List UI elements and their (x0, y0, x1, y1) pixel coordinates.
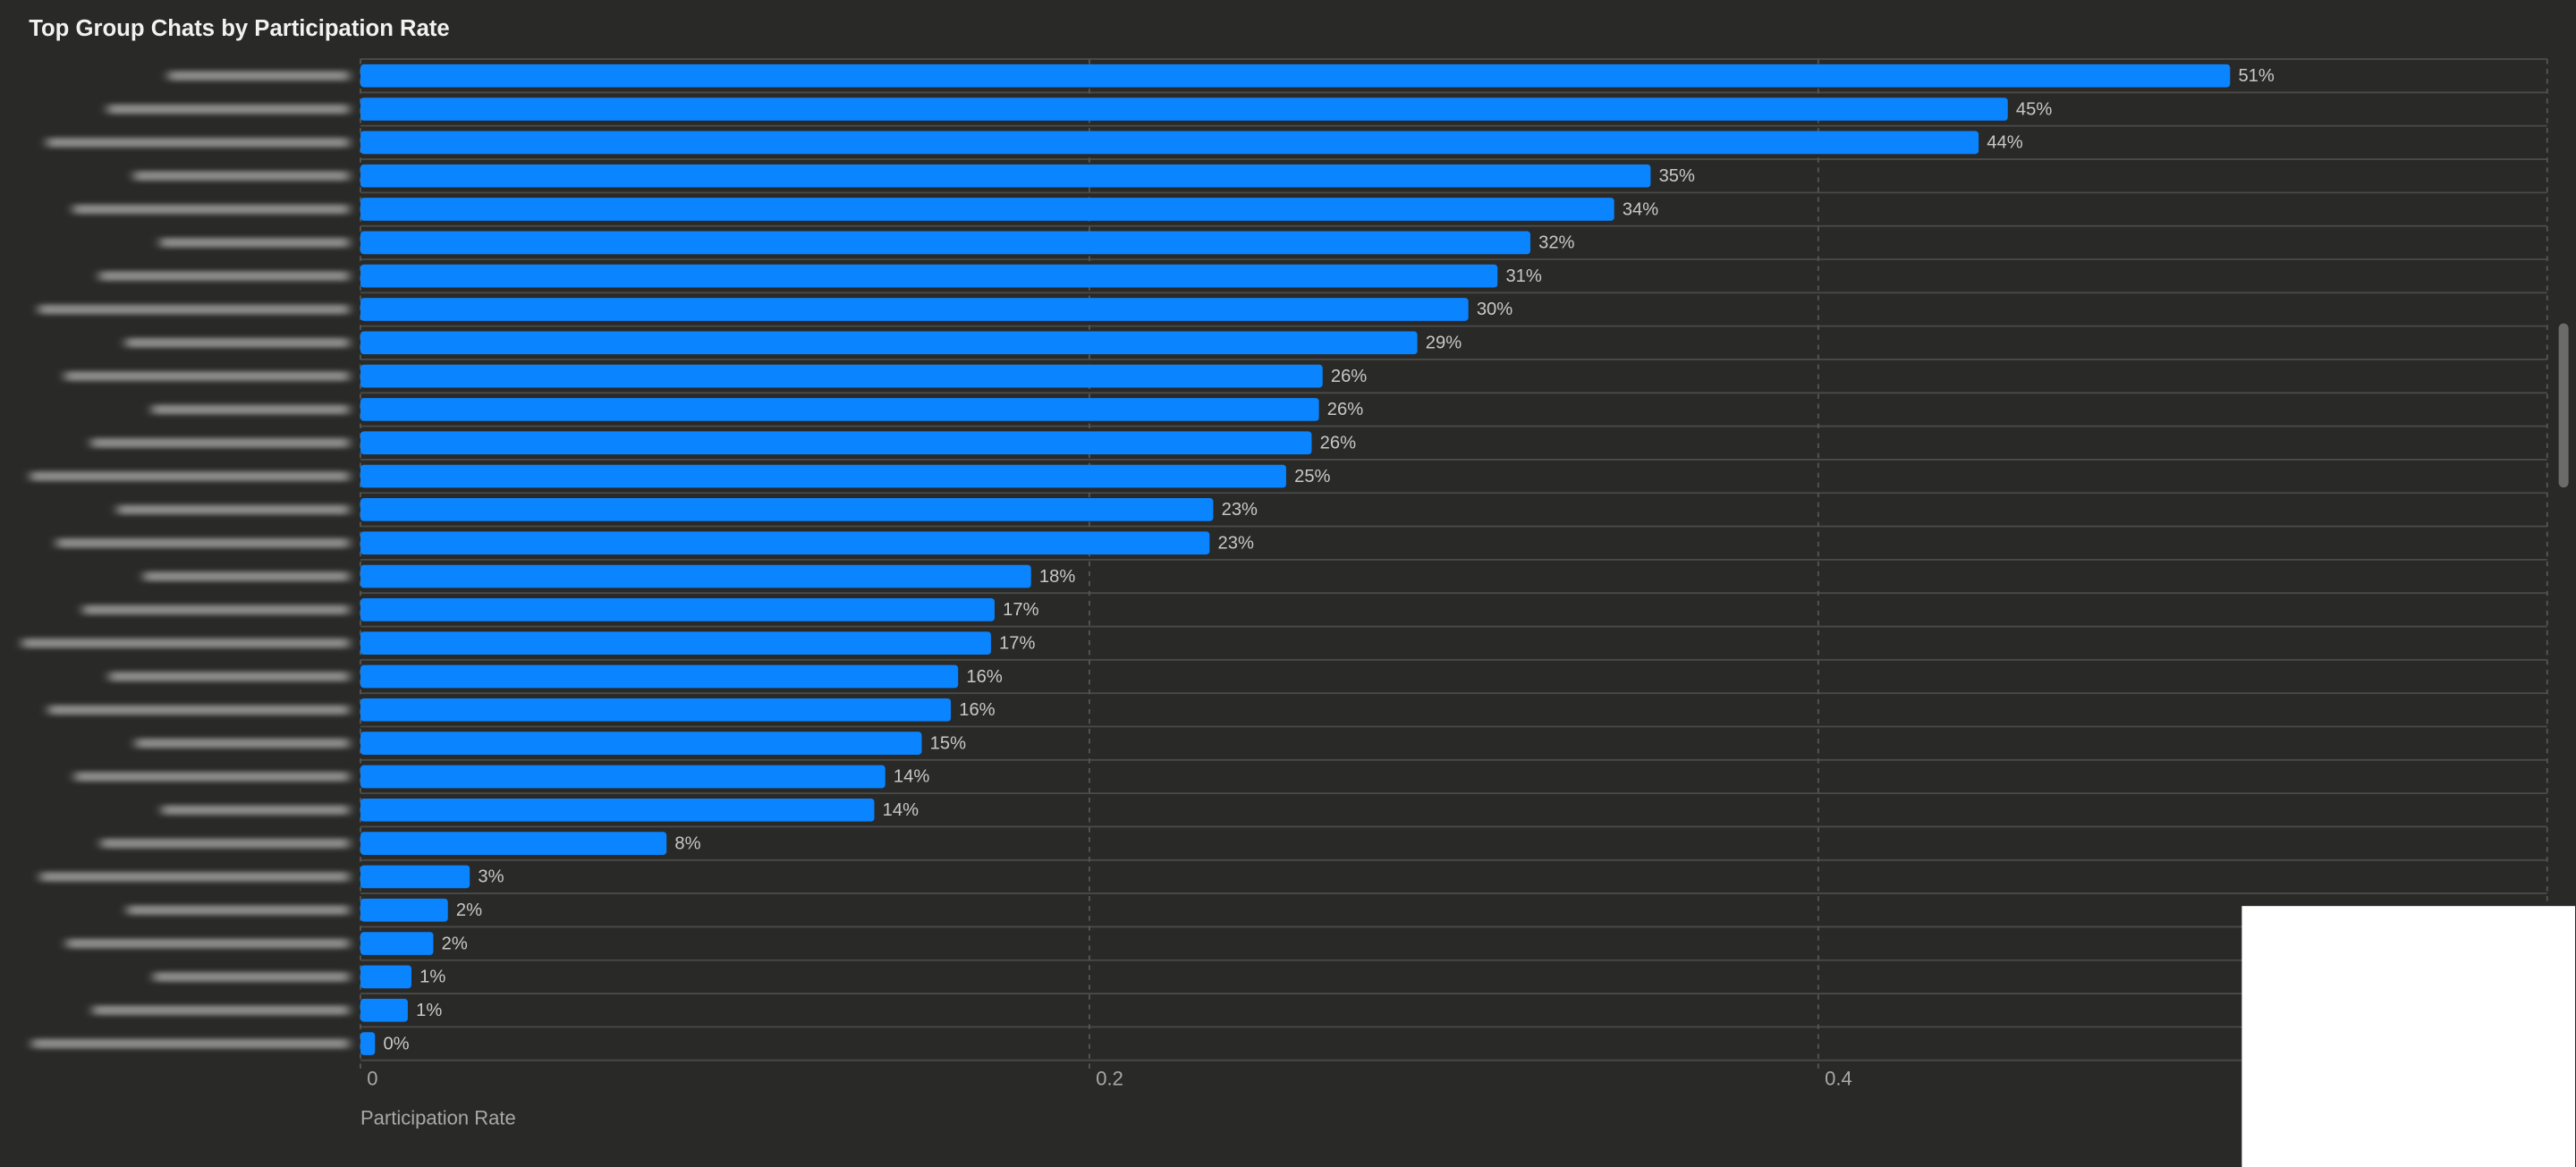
blurred-label (151, 404, 350, 415)
value-label: 23% (1218, 533, 1254, 553)
blurred-label (92, 1005, 350, 1016)
bar (360, 97, 2008, 121)
blurred-label (30, 471, 350, 482)
blurred-label (40, 871, 350, 882)
blurred-label (74, 771, 350, 782)
blurred-label (127, 905, 350, 916)
blurred-label (66, 938, 350, 949)
blurred-label (160, 237, 350, 248)
value-label: 2% (442, 934, 468, 953)
value-label: 3% (478, 867, 504, 887)
bar (360, 398, 1319, 421)
value-label: 35% (1659, 166, 1695, 186)
blurred-label (38, 304, 350, 315)
value-label: 1% (419, 968, 445, 987)
value-label: 14% (894, 767, 929, 787)
blurred-label (133, 171, 350, 182)
x-axis-label: Participation Rate (360, 1107, 516, 1129)
bar (360, 531, 1210, 555)
blurred-label (125, 337, 350, 348)
value-label: 16% (959, 700, 995, 720)
blurred-label (48, 705, 350, 715)
bar (360, 231, 1530, 255)
bar (360, 331, 1418, 355)
blurred-label (99, 271, 350, 282)
bar (360, 865, 470, 889)
value-label: 51% (2238, 66, 2274, 86)
blurred-label (21, 638, 350, 648)
bar (360, 63, 2231, 88)
bar (360, 731, 922, 755)
value-label: 30% (1477, 300, 1513, 319)
bar (360, 965, 412, 989)
bar (360, 298, 1469, 321)
blurred-label (161, 805, 350, 816)
value-label: 18% (1039, 567, 1075, 587)
value-label: 32% (1538, 233, 1574, 253)
blurred-label (143, 571, 350, 582)
blurred-label (82, 605, 350, 615)
bar (360, 431, 1312, 455)
blurred-label (117, 504, 350, 515)
value-label: 17% (1003, 600, 1038, 620)
value-label: 0% (383, 1034, 409, 1053)
blurred-label (90, 437, 350, 448)
blurred-label (168, 71, 350, 81)
value-label: 14% (883, 800, 919, 820)
value-label: 44% (1987, 133, 2022, 153)
value-label: 17% (999, 633, 1035, 653)
bar (360, 1032, 376, 1055)
bar (360, 664, 959, 689)
blurred-label (107, 104, 350, 114)
x-tick-label: 0.2 (1096, 1068, 1123, 1090)
value-label: 1% (416, 1001, 442, 1020)
blurred-label (153, 971, 350, 982)
blurred-label (72, 204, 350, 215)
value-label: 26% (1327, 400, 1363, 419)
bar (360, 598, 995, 622)
value-label: 15% (930, 733, 966, 753)
bar (360, 198, 1614, 221)
blurred-label (47, 137, 350, 148)
overlay-panel (2241, 906, 2575, 1167)
bar (360, 131, 1979, 155)
bar (360, 364, 1323, 388)
bar (360, 164, 1651, 188)
value-label: 26% (1331, 367, 1367, 386)
bar (360, 932, 434, 955)
blurred-label (135, 738, 350, 748)
blurred-label (64, 371, 350, 382)
blurred-label (100, 838, 350, 849)
blurred-label (109, 672, 350, 682)
bar (360, 765, 886, 789)
value-label: 25% (1294, 467, 1330, 486)
scrollbar[interactable] (2558, 323, 2569, 488)
bar (360, 898, 448, 922)
chart-title: Top Group Chats by Participation Rate (29, 16, 450, 41)
value-label: 45% (2016, 99, 2052, 119)
value-label: 16% (966, 667, 1002, 687)
bar (360, 698, 952, 722)
bar (360, 264, 1498, 288)
value-label: 34% (1623, 199, 1658, 219)
blurred-label (31, 1038, 350, 1049)
bar (360, 998, 408, 1022)
blurred-label (56, 537, 350, 548)
bar (360, 832, 667, 855)
bar (360, 564, 1031, 588)
value-label: 31% (1505, 266, 1541, 286)
value-label: 29% (1426, 334, 1462, 353)
x-tick-label: 0.4 (1825, 1068, 1852, 1090)
value-label: 23% (1222, 500, 1258, 520)
bar (360, 631, 991, 655)
value-label: 2% (456, 901, 482, 920)
value-label: 26% (1320, 434, 1356, 453)
bar (360, 798, 875, 822)
bar (360, 464, 1286, 488)
x-tick-label: 0 (367, 1068, 377, 1090)
value-label: 8% (674, 833, 700, 853)
bar (360, 498, 1214, 521)
